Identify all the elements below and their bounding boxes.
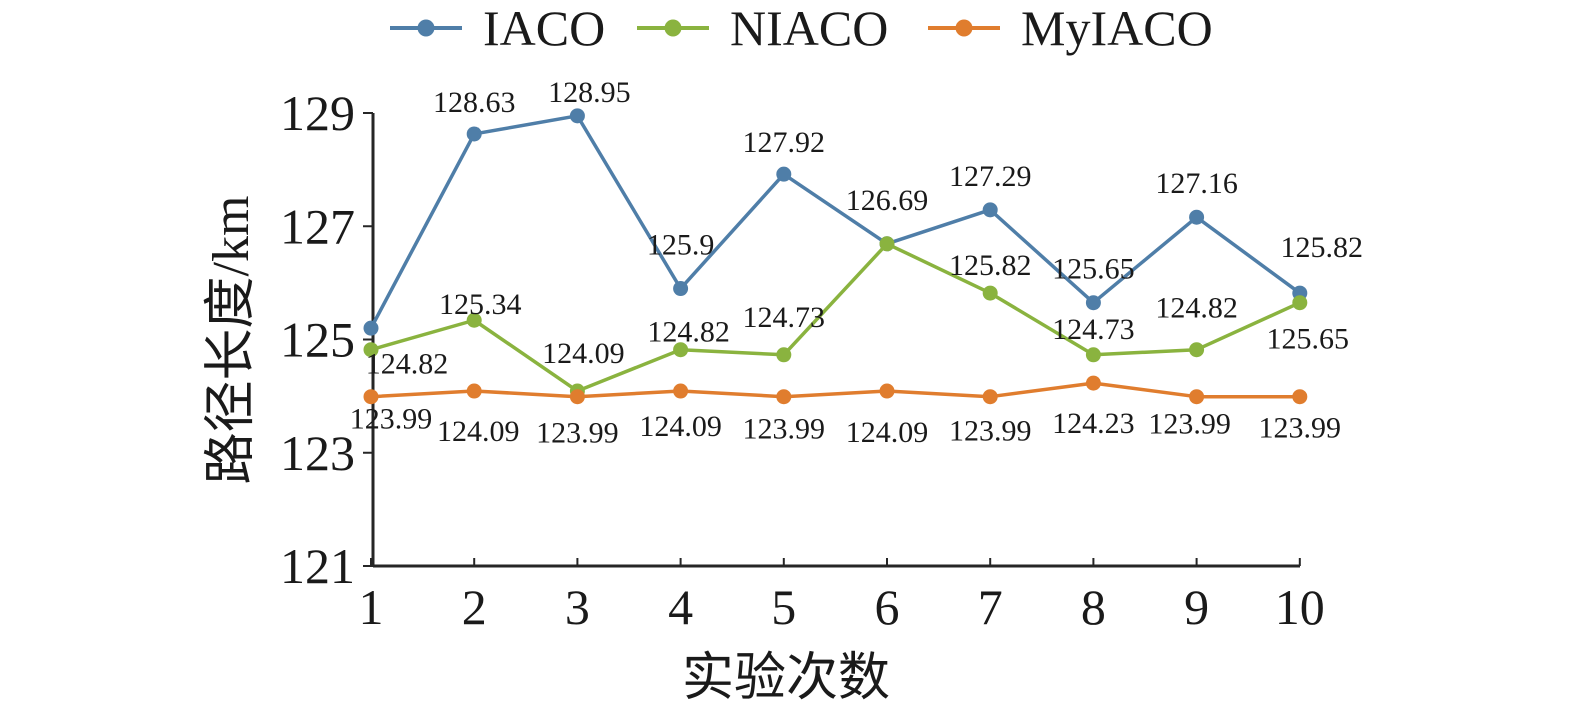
x-tick-label: 3 xyxy=(565,579,590,635)
data-label-niaco: 124.09 xyxy=(542,337,625,370)
data-point-niaco xyxy=(1292,295,1308,311)
data-label-myiaco: 124.09 xyxy=(639,410,722,443)
data-point-niaco xyxy=(879,236,895,252)
data-point-myiaco xyxy=(673,383,689,399)
y-tick-label: 123 xyxy=(280,425,355,481)
data-label-myiaco: 123.99 xyxy=(949,415,1032,448)
data-label-iaco: 128.63 xyxy=(433,86,516,119)
data-label-myiaco: 124.09 xyxy=(846,416,929,449)
legend-marker-myiaco xyxy=(955,19,973,37)
data-point-iaco xyxy=(982,202,998,218)
data-point-iaco xyxy=(776,166,792,182)
legend: IACO NIACO MyIACO xyxy=(390,0,1213,56)
data-label-myiaco: 124.23 xyxy=(1052,407,1135,440)
data-point-niaco xyxy=(982,285,998,301)
data-point-myiaco xyxy=(466,383,482,399)
x-ticks: 1 2 3 4 5 6 7 8 9 10 xyxy=(359,558,1325,635)
data-point-myiaco xyxy=(982,389,998,405)
data-point-niaco xyxy=(776,347,792,363)
x-tick-label: 4 xyxy=(668,579,693,635)
x-tick-label: 9 xyxy=(1184,579,1209,635)
data-point-myiaco xyxy=(776,389,792,405)
data-point-niaco xyxy=(363,342,379,358)
series xyxy=(363,108,1308,405)
data-label-iaco: 125.65 xyxy=(1052,253,1135,286)
x-tick-label: 8 xyxy=(1081,579,1106,635)
data-point-myiaco xyxy=(363,389,379,405)
data-label-iaco: 126.69 xyxy=(846,184,929,217)
y-tick-label: 125 xyxy=(280,312,355,368)
legend-marker-niaco xyxy=(664,19,682,37)
data-label-niaco: 125.82 xyxy=(949,249,1032,282)
data-point-niaco xyxy=(673,342,689,358)
data-point-niaco xyxy=(466,312,482,328)
data-point-myiaco xyxy=(879,383,895,399)
data-label-iaco: 127.92 xyxy=(743,126,826,159)
data-labels: 128.63 128.95 125.9 127.92 126.69 127.29 125.6… xyxy=(350,76,1363,450)
legend-marker-iaco xyxy=(417,19,435,37)
data-label-iaco: 125.9 xyxy=(647,229,715,262)
data-point-myiaco xyxy=(1292,389,1308,405)
x-tick-label: 10 xyxy=(1275,579,1325,635)
data-label-myiaco: 123.99 xyxy=(1259,412,1342,445)
data-point-iaco xyxy=(363,320,379,336)
data-label-niaco: 125.65 xyxy=(1267,323,1350,356)
data-label-niaco: 124.82 xyxy=(647,316,730,349)
series-line-iaco xyxy=(369,114,1301,329)
series-line-niaco xyxy=(370,242,1301,393)
x-axis-title: 实验次数 xyxy=(682,650,890,707)
y-tick-label: 121 xyxy=(280,538,355,594)
data-label-niaco: 124.73 xyxy=(743,301,826,334)
data-label-niaco: 125.34 xyxy=(439,288,522,321)
data-point-iaco xyxy=(1085,295,1101,311)
data-label-iaco: 127.29 xyxy=(949,160,1032,193)
x-tick-label: 6 xyxy=(875,579,900,635)
data-label-iaco: 127.16 xyxy=(1155,167,1238,200)
data-label-niaco: 124.73 xyxy=(1052,313,1135,346)
data-label-myiaco: 123.99 xyxy=(1148,408,1231,441)
data-point-iaco xyxy=(569,108,585,124)
data-point-iaco xyxy=(466,126,482,142)
x-tick-label: 2 xyxy=(462,579,487,635)
data-label-niaco: 124.82 xyxy=(1155,292,1238,325)
data-label-myiaco: 123.99 xyxy=(350,403,433,436)
y-ticks: 121 123 125 127 129 xyxy=(280,85,373,594)
series-line-myiaco xyxy=(370,381,1300,399)
legend-label-myiaco: MyIACO xyxy=(1021,0,1213,56)
data-label-niaco: 124.82 xyxy=(366,348,449,381)
data-point-myiaco xyxy=(569,389,585,405)
y-tick-label: 127 xyxy=(280,198,355,254)
data-point-myiaco xyxy=(1189,389,1205,405)
y-tick-label: 129 xyxy=(280,85,355,141)
data-point-niaco xyxy=(1189,342,1205,358)
data-point-iaco xyxy=(673,281,689,297)
x-tick-label: 7 xyxy=(978,579,1003,635)
data-label-myiaco: 123.99 xyxy=(536,417,619,450)
data-label-myiaco: 124.09 xyxy=(437,415,520,448)
data-point-iaco xyxy=(1189,209,1205,225)
y-axis-title: 路径长度/km xyxy=(203,196,260,485)
data-point-myiaco xyxy=(1085,375,1101,391)
x-tick-label: 5 xyxy=(771,579,796,635)
data-label-myiaco: 123.99 xyxy=(743,413,826,446)
legend-label-iaco: IACO xyxy=(483,0,605,56)
legend-label-niaco: NIACO xyxy=(730,0,888,56)
data-label-iaco: 125.82 xyxy=(1281,231,1364,264)
data-label-iaco: 128.95 xyxy=(548,76,631,109)
x-tick-label: 1 xyxy=(359,579,384,635)
data-point-niaco xyxy=(1085,347,1101,363)
